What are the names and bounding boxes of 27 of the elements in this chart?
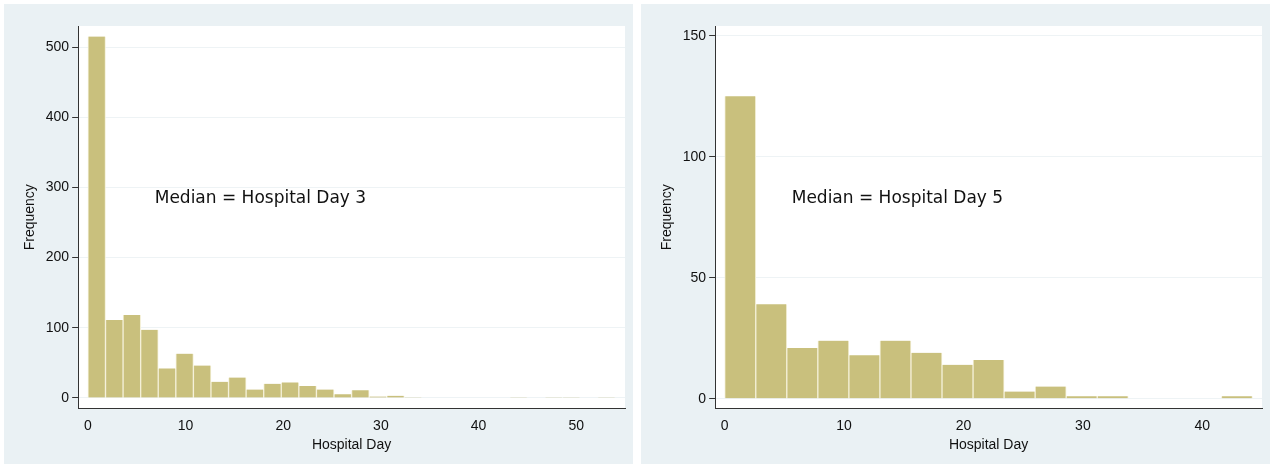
x-tick-label: 20 bbox=[275, 416, 292, 433]
y-tick-label: 0 bbox=[698, 389, 707, 406]
y-axis-title: Frequency bbox=[658, 184, 675, 251]
y-tick-label: 0 bbox=[61, 388, 70, 405]
y-tick-label: 200 bbox=[45, 248, 70, 265]
y-tick-label: 100 bbox=[45, 318, 70, 335]
y-tick-label: 50 bbox=[690, 268, 707, 285]
x-axis-title: Hospital Day bbox=[948, 436, 1029, 453]
x-tick-label: 30 bbox=[1075, 416, 1091, 433]
y-axis-title: Frequency bbox=[21, 184, 38, 251]
x-axis-title: Hospital Day bbox=[311, 436, 392, 453]
y-tick-label: 400 bbox=[45, 108, 70, 125]
y-tick-label: 500 bbox=[45, 37, 70, 54]
x-tick-label: 40 bbox=[470, 416, 487, 433]
y-tick-label: 150 bbox=[682, 26, 707, 43]
x-tick-label: 40 bbox=[1194, 416, 1211, 433]
x-tick-label: 10 bbox=[177, 416, 194, 433]
x-tick-label: 0 bbox=[720, 416, 729, 433]
x-tick-label: 30 bbox=[373, 416, 389, 433]
x-tick-label: 0 bbox=[84, 416, 93, 433]
annotation: Median = Hospital Day 5 bbox=[791, 186, 1004, 207]
x-tick-label: 20 bbox=[955, 416, 972, 433]
annotation: Median = Hospital Day 3 bbox=[154, 186, 367, 207]
x-tick-label: 10 bbox=[836, 416, 853, 433]
x-tick-label: 50 bbox=[568, 416, 585, 433]
y-tick-label: 100 bbox=[682, 147, 707, 164]
y-tick-label: 300 bbox=[45, 178, 70, 195]
